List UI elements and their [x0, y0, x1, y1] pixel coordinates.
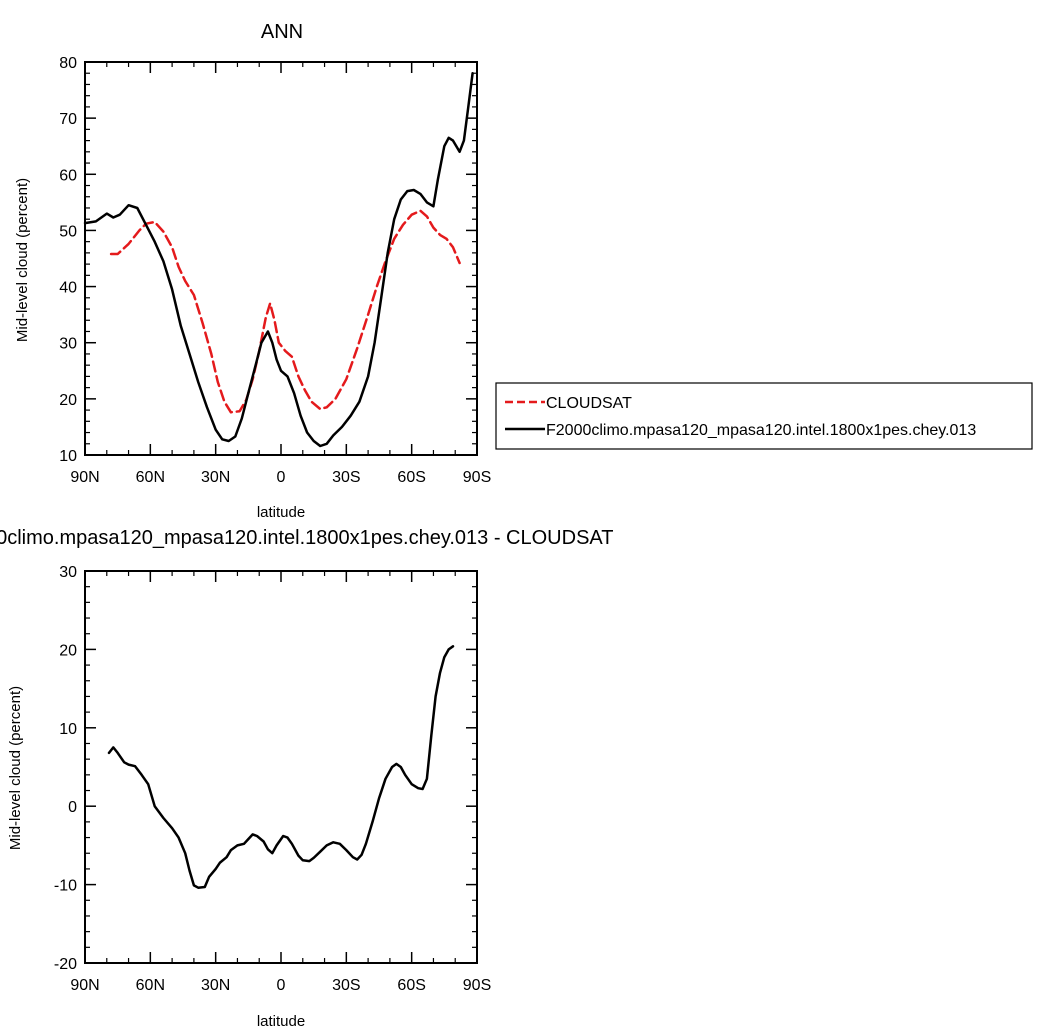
- series-line-0: [107, 645, 455, 889]
- x-tick-label: 60N: [136, 977, 165, 994]
- y-axis-label: Mid-level cloud (percent): [14, 178, 31, 342]
- x-tick-label: 90N: [70, 469, 99, 486]
- y-tick-label: 30: [59, 564, 77, 581]
- x-tick-label: 60N: [136, 469, 165, 486]
- x-tick-label: 90S: [463, 469, 491, 486]
- x-tick-label: 90N: [70, 977, 99, 994]
- y-tick-label: 60: [59, 167, 77, 184]
- x-tick-label: 0: [277, 469, 286, 486]
- y-tick-label: 40: [59, 280, 77, 297]
- x-tick-label: 0: [277, 977, 286, 994]
- y-tick-label: 70: [59, 111, 77, 128]
- y-tick-label: 20: [59, 392, 77, 409]
- series-line-1: [83, 71, 474, 448]
- x-tick-label: 60S: [397, 977, 425, 994]
- chart-title: F2000climo.mpasa120_mpasa120.intel.1800x…: [0, 527, 613, 549]
- x-axis-label: latitude: [257, 1013, 305, 1030]
- x-axis-label: latitude: [257, 504, 305, 521]
- y-tick-label: 10: [59, 721, 77, 738]
- y-tick-label: 80: [59, 55, 77, 72]
- plot-frame: [84, 61, 478, 456]
- y-tick-label: -10: [54, 878, 77, 895]
- x-tick-label: 30N: [201, 977, 230, 994]
- y-tick-label: 0: [68, 799, 77, 816]
- legend-box: [495, 382, 1033, 450]
- chart-title: ANN: [261, 21, 303, 43]
- y-tick-label: 50: [59, 223, 77, 240]
- y-axis-label: Mid-level cloud (percent): [7, 686, 24, 850]
- top-panel: ANN Mid-level cloud (percent) latitude 9…: [14, 21, 1033, 521]
- y-tick-label: 20: [59, 642, 77, 659]
- bottom-panel: F2000climo.mpasa120_mpasa120.intel.1800x…: [0, 527, 613, 1030]
- legend: CLOUDSAT F2000climo.mpasa120_mpasa120.in…: [495, 382, 1033, 450]
- x-tick-label: 90S: [463, 977, 491, 994]
- y-tick-label: 30: [59, 336, 77, 353]
- y-tick-label: -20: [54, 956, 77, 973]
- x-tick-label: 30N: [201, 469, 230, 486]
- plot-frame: [84, 570, 478, 964]
- legend-label-cloudsat: CLOUDSAT: [546, 395, 632, 412]
- x-tick-label: 30S: [332, 469, 360, 486]
- legend-label-model: F2000climo.mpasa120_mpasa120.intel.1800x…: [546, 422, 976, 439]
- x-tick-label: 30S: [332, 977, 360, 994]
- y-tick-label: 10: [59, 448, 77, 465]
- series-line-0: [109, 209, 461, 414]
- x-tick-label: 60S: [397, 469, 425, 486]
